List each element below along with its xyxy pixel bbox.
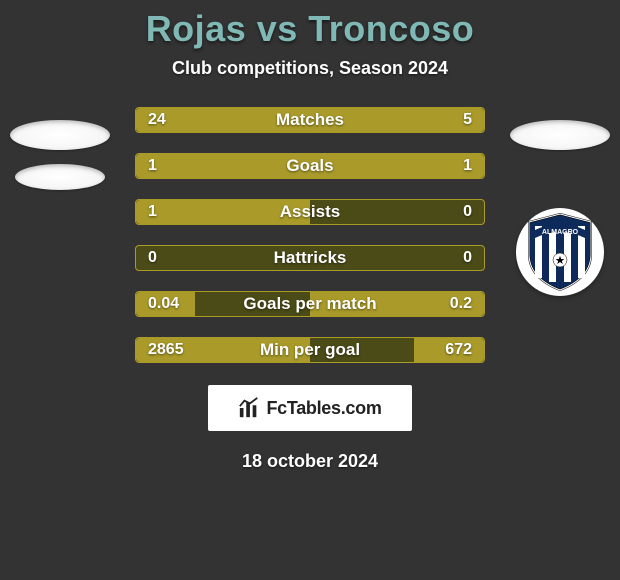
stat-label: Goals xyxy=(136,156,484,176)
stat-value-left: 2865 xyxy=(148,341,184,359)
stat-value-right: 672 xyxy=(445,341,472,359)
right-player-photo xyxy=(510,120,610,150)
shield-icon: ALMAGRO xyxy=(525,212,595,292)
stat-value-left: 0 xyxy=(148,249,157,267)
stat-value-right: 0 xyxy=(463,203,472,221)
stat-value-right: 0 xyxy=(463,249,472,267)
page-title: Rojas vs Troncoso xyxy=(146,8,475,50)
stat-row: Hattricks0 0 xyxy=(135,245,485,271)
watermark-text: FcTables.com xyxy=(266,398,381,419)
stat-value-left: 24 xyxy=(148,111,166,129)
svg-text:ALMAGRO: ALMAGRO xyxy=(542,229,579,236)
stat-row: Min per goal2865 672 xyxy=(135,337,485,363)
stat-value-right: 1 xyxy=(463,157,472,175)
stat-label: Hattricks xyxy=(136,248,484,268)
right-player-column: ALMAGRO xyxy=(510,120,610,296)
stat-value-right: 5 xyxy=(463,111,472,129)
chart-icon xyxy=(238,397,260,419)
stat-label: Matches xyxy=(136,110,484,130)
date-text: 18 october 2024 xyxy=(242,451,378,472)
left-player-column xyxy=(10,120,110,190)
stat-value-left: 0.04 xyxy=(148,295,179,313)
stat-value-left: 1 xyxy=(148,203,157,221)
stat-row: Assists1 0 xyxy=(135,199,485,225)
stat-row: Goals per match0.04 0.2 xyxy=(135,291,485,317)
watermark: FcTables.com xyxy=(208,385,412,431)
stat-row: Goals1 1 xyxy=(135,153,485,179)
right-club-crest: ALMAGRO xyxy=(516,208,604,296)
stat-label: Goals per match xyxy=(136,294,484,314)
stat-value-left: 1 xyxy=(148,157,157,175)
stat-value-right: 0.2 xyxy=(450,295,472,313)
stat-label: Assists xyxy=(136,202,484,222)
stat-label: Min per goal xyxy=(136,340,484,360)
comparison-infographic: Rojas vs Troncoso Club competitions, Sea… xyxy=(0,0,620,580)
stat-row: Matches24 5 xyxy=(135,107,485,133)
left-club-photo xyxy=(15,164,105,190)
page-subtitle: Club competitions, Season 2024 xyxy=(172,58,448,79)
left-player-photo xyxy=(10,120,110,150)
